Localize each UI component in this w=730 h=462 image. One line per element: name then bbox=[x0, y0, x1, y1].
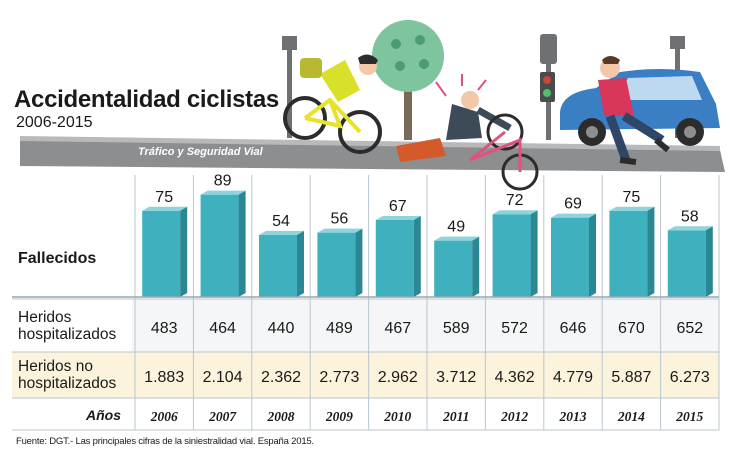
table-cell-not-hospitalized: 2.104 bbox=[203, 369, 243, 386]
bar-top bbox=[259, 230, 304, 235]
bar-side bbox=[180, 206, 188, 297]
bar-value-label: 75 bbox=[623, 189, 641, 206]
bar-side bbox=[647, 206, 655, 297]
bar-top bbox=[667, 226, 713, 231]
table-cell-hospitalized: 589 bbox=[443, 320, 470, 337]
bar bbox=[667, 230, 706, 297]
bar-value-label: 89 bbox=[214, 173, 232, 190]
table-cell-hospitalized: 670 bbox=[618, 320, 645, 337]
bar bbox=[492, 214, 531, 297]
table-cell-hospitalized: 646 bbox=[560, 320, 587, 337]
bar bbox=[551, 217, 589, 297]
bar-value-label: 72 bbox=[506, 192, 524, 209]
chart-title: Accidentalidad ciclistas bbox=[14, 86, 279, 113]
year-tick-label: 2008 bbox=[267, 409, 295, 424]
table-cell-hospitalized: 572 bbox=[501, 320, 528, 337]
year-tick-label: 2006 bbox=[150, 409, 178, 424]
table-cell-not-hospitalized: 2.773 bbox=[319, 369, 359, 386]
row-label-not-hospitalized: Heridos no hospitalizados bbox=[18, 358, 117, 392]
bar-value-label: 67 bbox=[389, 198, 407, 215]
year-tick-label: 2012 bbox=[500, 409, 528, 424]
bar bbox=[200, 194, 239, 297]
bar-side bbox=[530, 210, 538, 297]
table-cell-hospitalized: 652 bbox=[676, 320, 703, 337]
source-note: Fuente: DGT.- Las principales cifras de … bbox=[16, 436, 314, 447]
table-cell-hospitalized: 489 bbox=[326, 320, 353, 337]
bar-top bbox=[317, 228, 363, 233]
year-tick-label: 2007 bbox=[208, 409, 237, 424]
table-cell-not-hospitalized: 2.962 bbox=[378, 369, 418, 386]
bar-top bbox=[142, 206, 188, 211]
brand-label: Tráfico y Seguridad Vial bbox=[138, 146, 263, 158]
bar-value-label: 56 bbox=[331, 211, 349, 228]
bar-side bbox=[297, 230, 304, 297]
table-cell-not-hospitalized: 6.273 bbox=[670, 369, 710, 386]
bar bbox=[317, 232, 356, 297]
row-label-years: Años bbox=[86, 407, 121, 423]
bar-side bbox=[238, 190, 246, 297]
bar-side bbox=[705, 226, 713, 297]
table-cell-not-hospitalized: 4.362 bbox=[495, 369, 535, 386]
year-tick-label: 2013 bbox=[559, 409, 587, 424]
bar-top bbox=[551, 213, 596, 218]
bar-side bbox=[413, 215, 421, 297]
year-tick-label: 2015 bbox=[675, 409, 703, 424]
row-label-cell-hospitalized bbox=[12, 299, 132, 352]
table-cell-not-hospitalized: 1.883 bbox=[144, 369, 184, 386]
year-tick-label: 2010 bbox=[383, 409, 411, 424]
row-label-deaths: Fallecidos bbox=[18, 250, 97, 267]
year-tick-label: 2009 bbox=[325, 409, 353, 424]
bar-side bbox=[472, 236, 480, 297]
bar-value-label: 69 bbox=[564, 196, 582, 213]
bar-top bbox=[200, 190, 246, 195]
table-cell-hospitalized: 464 bbox=[209, 320, 236, 337]
table-cell-hospitalized: 483 bbox=[151, 320, 178, 337]
bar bbox=[142, 210, 181, 297]
bar-top bbox=[434, 236, 480, 241]
bar-side bbox=[355, 228, 363, 297]
table-cell-not-hospitalized: 3.712 bbox=[436, 369, 476, 386]
bar-value-label: 49 bbox=[447, 219, 465, 236]
table-cell-not-hospitalized: 2.362 bbox=[261, 369, 301, 386]
bar bbox=[609, 210, 648, 297]
bar-top bbox=[375, 215, 421, 220]
bar bbox=[259, 234, 297, 297]
table-cell-not-hospitalized: 4.779 bbox=[553, 369, 593, 386]
row-label-hospitalized: Heridos hospitalizados bbox=[18, 309, 117, 343]
road-scene-illustration bbox=[20, 20, 725, 191]
year-tick-label: 2014 bbox=[617, 409, 645, 424]
bar bbox=[434, 240, 473, 297]
chart-subtitle: 2006-2015 bbox=[16, 114, 93, 131]
bar-value-label: 54 bbox=[272, 213, 290, 230]
row-background-not-hospitalized bbox=[12, 352, 719, 398]
table-cell-not-hospitalized: 5.887 bbox=[611, 369, 651, 386]
bar-top bbox=[492, 210, 538, 215]
table-cell-hospitalized: 467 bbox=[384, 320, 411, 337]
bar-top bbox=[609, 206, 655, 211]
bar bbox=[375, 219, 414, 297]
bar-value-label: 58 bbox=[681, 208, 699, 225]
bar-value-label: 75 bbox=[155, 189, 173, 206]
year-tick-label: 2011 bbox=[442, 409, 469, 424]
bar-side bbox=[589, 213, 596, 297]
table-cell-hospitalized: 440 bbox=[268, 320, 295, 337]
